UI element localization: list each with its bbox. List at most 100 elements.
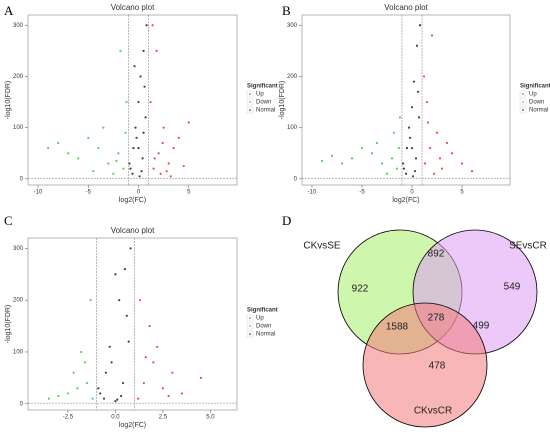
point [153,157,156,160]
point [199,376,202,379]
point [80,350,83,354]
point [128,162,131,165]
point [119,49,122,52]
point [76,387,79,390]
point [141,157,144,160]
point [102,397,106,400]
point [438,157,442,160]
point [129,167,132,170]
point [137,397,140,400]
legend-label: Normal [256,332,275,338]
point [132,147,135,150]
legend-dot [249,109,251,111]
legend-dot [249,333,251,335]
point [320,159,324,163]
legend-dot [249,93,251,95]
legend-title: Significant [520,84,550,90]
x-tick-label: 5 [460,190,464,196]
point [137,100,140,104]
plot-frame [27,14,238,186]
set-label: CKvsCR [414,406,452,417]
point [370,152,374,155]
point [425,100,429,104]
point [87,136,90,139]
point [117,152,120,155]
plot-frame [301,14,511,186]
point [139,299,142,302]
point [398,116,402,119]
point [97,147,100,150]
point [430,34,434,37]
y-tick-label: 300 [287,23,298,29]
y-axis-label: -log10(FDR) [279,81,286,120]
point [440,167,444,170]
point [401,162,405,165]
point [118,299,121,302]
point [114,273,117,276]
x-axis-label: log2(FC) [392,197,419,204]
point [148,324,151,328]
point [92,170,95,173]
point [155,49,158,52]
legend-label: Up [256,316,264,322]
point [125,100,128,104]
point [156,345,159,348]
point [142,49,145,52]
point [89,299,92,302]
legend-title: Significant [247,308,278,314]
point [407,126,411,129]
point [66,392,69,395]
legend-label: Normal [256,108,275,114]
point [83,361,87,364]
chart-title: Volcano plot [384,3,428,12]
legend-label: Up [529,92,537,98]
point [340,162,344,165]
point [162,126,165,129]
chart-title: Volcano plot [111,3,155,12]
point [167,394,170,398]
point [125,314,128,317]
set-label: CKvsSE [303,241,341,252]
y-tick-label: 200 [13,298,24,304]
y-tick-label: 200 [287,74,298,80]
point [157,152,160,155]
point [385,172,389,175]
point [161,141,164,145]
point [426,121,430,124]
point [423,162,427,165]
point [470,170,474,173]
x-axis-label: log2(FC) [119,422,146,429]
point [416,90,420,93]
point [171,371,174,374]
point [102,126,105,129]
point [108,345,111,348]
legend-dot [249,325,251,327]
legend-label: Down [256,324,271,330]
point [110,361,113,364]
point [46,147,50,150]
point [435,131,439,134]
point [149,100,152,104]
point [418,24,422,27]
point [152,361,155,364]
region-count: 278 [428,313,445,324]
point [142,381,145,385]
point [142,131,145,134]
point [180,392,183,395]
point [131,172,134,175]
region-count: 499 [473,321,490,332]
legend-label: Normal [529,108,548,114]
y-tick-label: 100 [287,125,298,131]
point [127,340,130,343]
point [187,121,190,124]
point [411,175,415,178]
legend-label: Up [256,92,264,98]
point [77,157,80,160]
point [115,159,118,163]
point [428,147,432,150]
point [165,170,168,173]
point [134,126,137,129]
x-tick-label: -5 [86,190,92,196]
point [410,106,414,109]
